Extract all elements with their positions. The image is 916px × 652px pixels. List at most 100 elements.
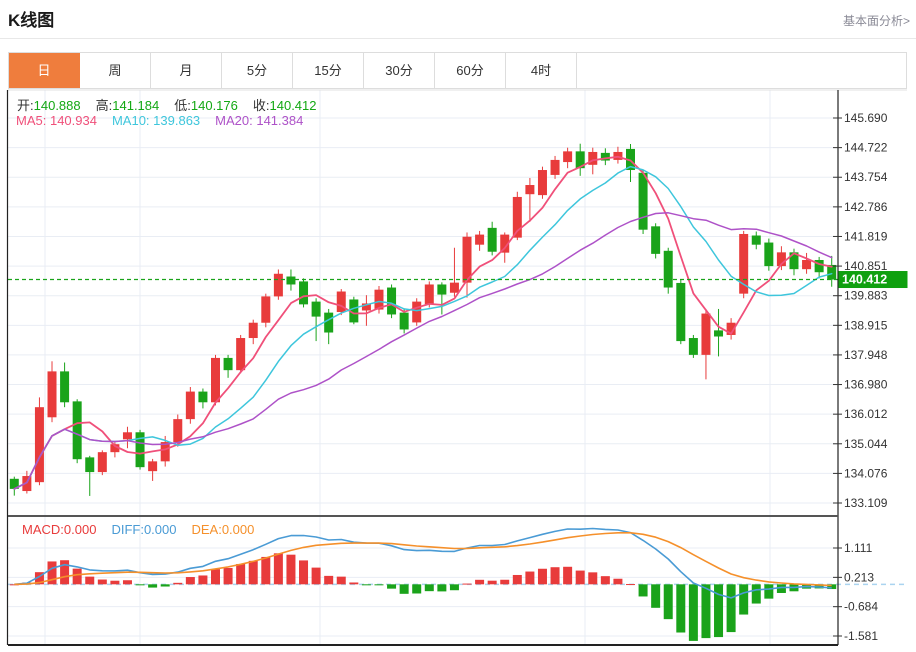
dea-line [14,531,832,587]
macd-bar [726,584,736,633]
macd-bar [34,572,44,585]
candle [764,242,774,267]
macd-bar [563,566,573,585]
fundamental-analysis-link[interactable]: 基本面分析> [842,14,910,28]
macd-bar [575,570,585,585]
candle [688,338,698,355]
candle [512,196,522,238]
candle [550,159,560,175]
tab-月[interactable]: 月 [151,53,222,88]
macd-bar [286,554,296,585]
tab-周[interactable]: 周 [80,53,151,88]
candle [148,461,158,472]
tab-60分[interactable]: 60分 [435,53,506,88]
axis-tick-label: 1.111 [844,541,873,555]
macd-bar [412,584,422,594]
macd-bar [663,584,673,620]
ohlc-close: 收:140.412 [252,98,317,113]
axis-tick-label: -0.684 [844,600,878,614]
candle [663,250,673,288]
candle [223,357,233,371]
candle [374,289,384,310]
macd-bar [9,584,19,586]
candle [714,330,724,337]
macd-macd: MACD:0.000 [22,522,97,537]
candle [34,407,44,483]
macd-bar [248,560,258,585]
macd-bar [651,584,661,608]
macd-bar [751,584,761,604]
macd-bar [160,584,170,587]
axis-tick-label: 133.109 [844,496,888,510]
candle [827,264,837,280]
macd-bar [336,576,346,585]
candle [236,338,246,371]
tab-15分[interactable]: 15分 [293,53,364,88]
candle [22,476,32,492]
grid-layer [8,90,838,645]
macd-bar [550,567,560,585]
macd-bar [424,584,434,592]
candle [676,282,686,342]
macd-bar [387,584,397,589]
candle [802,259,812,270]
candle [814,259,824,273]
macd-bar [399,584,409,594]
axis-tick-label: -1.581 [844,629,878,643]
axis-tick-label: 0.213 [844,570,874,584]
candle [588,151,598,165]
candle [500,234,510,253]
candle [638,172,648,230]
candle [575,151,585,169]
macd-bar [198,575,208,585]
candle [424,284,434,305]
candle [387,287,397,315]
candle [776,252,786,267]
diff-line [14,527,832,599]
tab-4时[interactable]: 4时 [506,53,577,88]
candle [626,148,635,171]
macd-bar [739,584,749,615]
candle [739,233,749,294]
candle [336,291,346,313]
macd-bar [487,580,497,585]
axis-tick-label: 135.044 [844,437,888,451]
tab-30分[interactable]: 30分 [364,53,435,88]
axis-tick-label: 141.819 [844,229,888,243]
macd-bar [122,580,132,585]
axis-tick-label: 137.948 [844,348,888,362]
macd-bar [223,567,233,585]
candle [135,432,145,468]
axis-tick-label: 140.851 [844,259,888,273]
macd-bar [349,582,359,585]
macd-bar [512,574,522,585]
macd-bar [475,579,485,585]
candle [286,276,296,285]
borders-layer [6,89,907,646]
macd-bar [173,582,183,585]
candle [261,296,271,323]
tab-5分[interactable]: 5分 [222,53,293,88]
macd-info-bar: MACD:0.000 DIFF:0.000 DEA:0.000 [22,522,269,537]
macd-bar [97,579,107,585]
candle [361,303,371,311]
candle [651,226,661,254]
macd-bar [185,577,195,585]
candle [9,478,19,489]
current-price-tag: 140.412 [838,271,908,289]
candle [563,151,573,163]
axis-tick-label: 134.076 [844,466,888,480]
macd-bar [211,569,220,585]
candle [726,322,736,335]
tab-日[interactable]: 日 [9,53,80,88]
header-divider [0,38,916,39]
candle [160,442,170,462]
macd-bar [361,584,371,586]
candle [97,452,107,473]
macd-bar [311,567,321,585]
candles-layer [9,143,837,496]
macd-bar [714,584,724,638]
macd-dea: DEA:0.000 [191,522,255,537]
axis-tick-label: 136.980 [844,378,888,392]
macd-bar [273,553,283,585]
